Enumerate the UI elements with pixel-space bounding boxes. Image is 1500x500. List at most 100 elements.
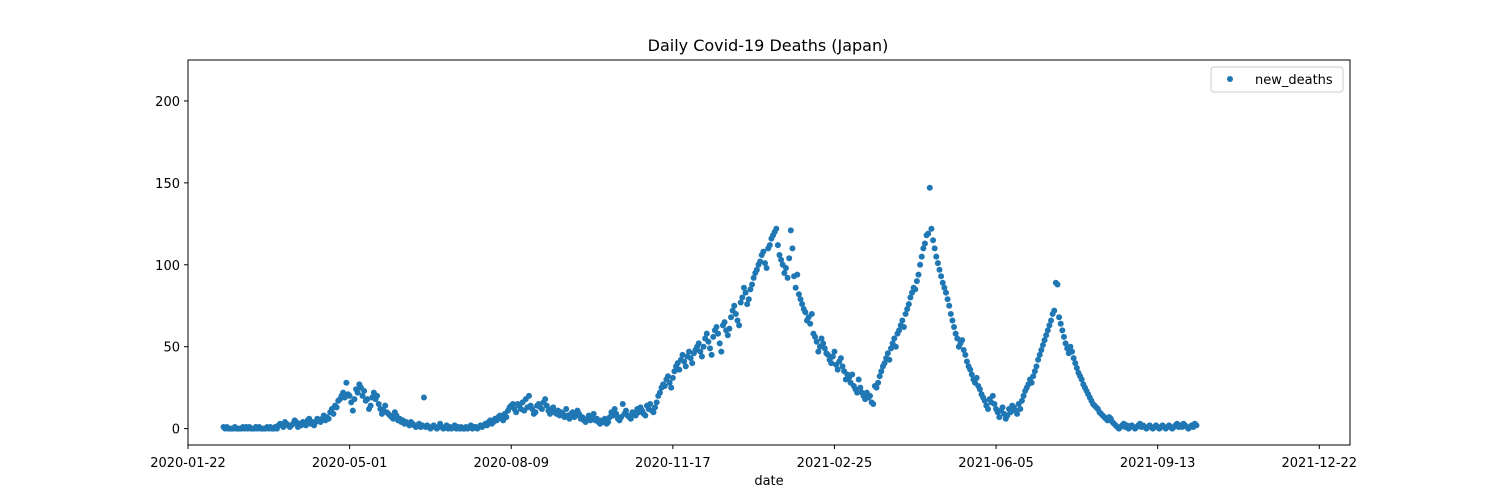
x-tick-label: 2020-08-09 (473, 456, 549, 471)
data-point (934, 260, 941, 267)
data-point (881, 360, 888, 367)
data-point (715, 330, 722, 337)
data-point (340, 389, 347, 396)
data-point (781, 269, 788, 276)
data-point (907, 294, 914, 301)
data-point (700, 343, 707, 350)
data-point (812, 333, 819, 340)
data-point (899, 317, 906, 324)
data-point (364, 396, 371, 403)
data-point (1033, 363, 1040, 370)
data-point (930, 237, 937, 244)
data-point (739, 294, 746, 301)
data-point (808, 310, 815, 317)
x-tick-label: 2020-01-22 (150, 456, 226, 471)
data-point (750, 274, 757, 281)
data-point (731, 302, 738, 309)
data-point (1038, 346, 1045, 353)
data-point (1073, 365, 1080, 371)
x-tick-label: 2021-12-22 (1282, 456, 1358, 471)
data-point (695, 340, 702, 347)
data-point (1060, 333, 1067, 340)
data-point (686, 348, 692, 355)
x-tick-label: 2021-09-13 (1120, 456, 1196, 471)
data-point (713, 324, 720, 331)
data-point (912, 286, 919, 293)
data-point (761, 260, 768, 267)
data-point (705, 338, 712, 345)
data-point (1193, 422, 1200, 429)
data-point (837, 355, 844, 362)
data-point (938, 273, 945, 280)
data-point (703, 330, 710, 337)
data-point (904, 306, 911, 313)
data-point (611, 405, 618, 412)
data-point (1051, 307, 1058, 314)
data-point (815, 348, 822, 355)
data-point (538, 405, 545, 412)
data-point (1007, 409, 1014, 416)
data-point (698, 353, 705, 360)
data-point (367, 402, 374, 409)
data-point (619, 401, 626, 408)
data-point (875, 379, 882, 386)
data-point (647, 401, 654, 408)
data-point (886, 356, 893, 363)
data-point (947, 310, 954, 317)
data-point (867, 392, 874, 399)
data-point (1067, 343, 1074, 350)
data-point (420, 394, 427, 401)
plot-area-frame (187, 59, 1351, 446)
x-axis-ticks: 2020-01-22 2020-05-01 2020-08-09 2020-11-17… (150, 445, 1357, 471)
data-point (757, 258, 764, 265)
data-point (920, 245, 927, 252)
data-point (732, 310, 739, 317)
data-point (710, 333, 717, 340)
data-point (834, 366, 841, 373)
data-point (734, 317, 741, 324)
data-point (724, 332, 731, 339)
data-point (682, 363, 689, 370)
x-tick-label: 2021-06-05 (958, 456, 1034, 471)
data-point (1078, 376, 1085, 383)
data-point (873, 384, 880, 391)
data-point (1062, 340, 1069, 347)
data-point (766, 242, 773, 249)
data-point (697, 348, 704, 355)
data-point (773, 225, 780, 232)
data-point (1031, 368, 1038, 375)
data-point (855, 376, 862, 383)
data-point (854, 389, 861, 396)
data-point (718, 348, 725, 355)
data-point (933, 253, 940, 260)
data-point (671, 368, 678, 375)
data-point (829, 353, 836, 360)
data-point (1035, 356, 1042, 363)
data-point (622, 407, 629, 414)
data-point (669, 374, 676, 381)
data-point (742, 289, 749, 296)
data-point (870, 401, 877, 408)
data-point (708, 351, 715, 358)
data-point (949, 317, 956, 324)
data-point (939, 279, 946, 286)
data-point (302, 422, 309, 429)
data-point (799, 301, 806, 308)
data-point (550, 404, 557, 411)
data-point (876, 373, 883, 380)
x-axis-label: date (754, 474, 783, 489)
data-point (925, 230, 932, 237)
data-point (642, 412, 649, 419)
data-point (664, 373, 671, 380)
data-point (900, 324, 907, 331)
data-point (653, 399, 660, 406)
data-point (941, 284, 948, 291)
data-point (721, 319, 728, 326)
data-point (566, 415, 573, 422)
data-point (661, 383, 668, 390)
data-point (954, 335, 961, 342)
y-axis-ticks: 0 50 100 150 200 (155, 95, 188, 438)
data-point (902, 310, 909, 317)
data-point (605, 419, 612, 426)
